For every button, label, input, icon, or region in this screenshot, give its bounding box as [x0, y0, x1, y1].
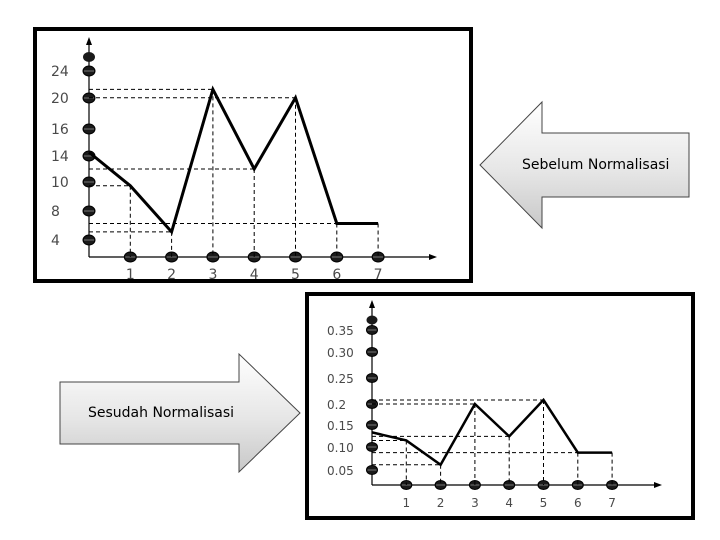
y-tick-label: 0.15 — [327, 419, 354, 433]
y-tick-label: 0.2 — [327, 398, 346, 412]
x-tick-label: 3 — [208, 267, 217, 279]
x-tick-label: 5 — [291, 267, 300, 279]
y-axis-top-dot — [366, 315, 378, 325]
data-series-line — [371, 397, 613, 467]
x-tick-label: 3 — [471, 496, 479, 510]
label-after: Sesudah Normalisasi — [88, 405, 235, 421]
x-tick-label: 7 — [608, 496, 616, 510]
chart-before-normalization: 24 20 16 14 10 8 4 1 2 3 4 5 6 7 — [33, 27, 473, 283]
y-tick-label: 4 — [51, 233, 60, 249]
label-before: Sebelum Normalisasi — [522, 157, 670, 173]
x-tick-label: 4 — [250, 267, 259, 279]
arrow-right-shape — [59, 352, 301, 474]
y-tick-label: 0.10 — [327, 441, 354, 455]
chart-after-normalization: 0.35 0.30 0.25 0.2 0.15 0.10 0.05 1 2 3 4 5 6 7 — [305, 292, 695, 520]
x-axis-arrowhead — [429, 254, 437, 260]
y-tick-label: 0.35 — [327, 324, 354, 338]
y-axis-arrowhead — [369, 300, 375, 308]
chart-before-svg: 24 20 16 14 10 8 4 1 2 3 4 5 6 7 — [51, 37, 437, 279]
y-tick-label: 14 — [51, 149, 69, 165]
x-tick-label: 5 — [540, 496, 548, 510]
y-tick-label: 24 — [51, 64, 69, 80]
y-tick-label: 10 — [51, 175, 69, 191]
x-tick-label: 7 — [374, 267, 383, 279]
y-tick-label: 0.30 — [327, 346, 354, 360]
arrow-left-shape — [479, 100, 690, 230]
y-tick-label: 16 — [51, 122, 69, 138]
x-tick-label: 1 — [402, 496, 410, 510]
x-axis-arrowhead — [654, 482, 662, 488]
y-tick-label: 20 — [51, 91, 69, 107]
y-axis-top-dot — [83, 52, 95, 62]
y-tick-label: 0.05 — [327, 464, 354, 478]
x-tick-label: 1 — [126, 267, 135, 279]
chart-after-svg: 0.35 0.30 0.25 0.2 0.15 0.10 0.05 1 2 3 4 5 6 7 — [327, 300, 662, 510]
y-axis-arrowhead — [86, 37, 92, 45]
x-tick-label: 2 — [437, 496, 445, 510]
data-series-line — [88, 85, 379, 235]
x-tick-label: 4 — [505, 496, 513, 510]
y-tick-label: 0.25 — [327, 372, 354, 386]
x-tick-label: 6 — [574, 496, 582, 510]
x-tick-label: 2 — [167, 267, 176, 279]
x-tick-label: 6 — [332, 267, 341, 279]
y-tick-label: 8 — [51, 204, 60, 220]
